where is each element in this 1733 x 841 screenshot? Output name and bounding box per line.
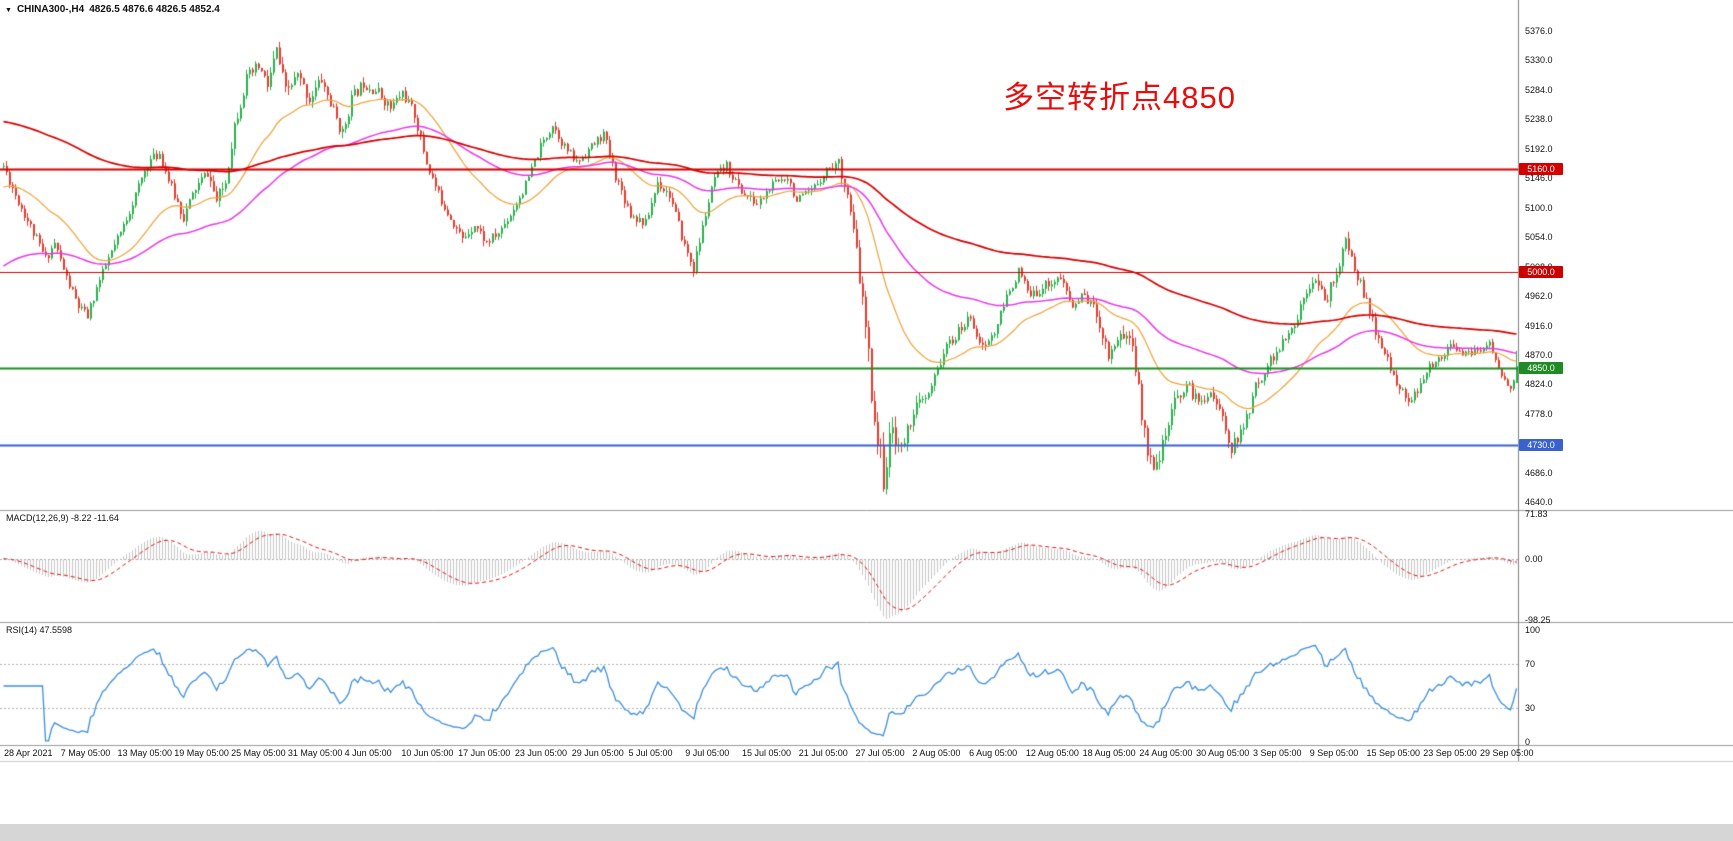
time-axis[interactable]: 28 Apr 2021 7 May 05:00 13 May 05:00 19 May… [0,746,1534,762]
rsi-axis-label: 0 [1525,737,1531,747]
macd-indicator-label: MACD(12,26,9) -8.22 -11.64 [6,513,119,523]
price-axis-label: 4962.0 [1525,291,1553,302]
rsi-axis-label: 30 [1525,703,1536,714]
date-label: 23 Jun 05:00 [514,748,567,758]
rsi-axis-label: 100 [1525,625,1541,635]
date-label: 18 Aug 05:00 [1082,748,1136,758]
price-axis-label: 4870.0 [1525,349,1553,360]
price-axis-label: 5376.0 [1525,25,1553,36]
price-level-tag[interactable]: 5000.0 [1519,265,1563,278]
price-level-tag[interactable]: 4730.0 [1519,438,1563,451]
price-axis-label: 5284.0 [1525,84,1553,95]
rsi-axis-label: 70 [1525,658,1536,669]
date-label: 24 Aug 05:00 [1139,748,1193,758]
macd-axis-label: -98.25 [1525,615,1551,625]
date-label: 13 May 05:00 [117,748,173,758]
chart-ohlc-values: 4826.5 4876.6 4826.5 4852.4 [89,4,220,15]
price-axis-label: 4686.0 [1525,467,1553,478]
date-label: 6 Aug 05:00 [969,748,1018,758]
date-label: 28 Apr 2021 [4,748,53,758]
annotation-text: 多空转折点4850 [1003,80,1236,115]
date-label: 29 Sep 05:00 [1480,748,1534,758]
price-axis-label: 5146.0 [1525,173,1553,184]
macd-axis-label: 0.00 [1525,553,1543,564]
date-label: 27 Jul 05:00 [855,748,905,758]
price-level-tag[interactable]: 4850.0 [1519,361,1563,374]
price-axis-label: 4640.0 [1525,497,1553,508]
date-label: 21 Jul 05:00 [798,748,848,758]
chart-symbol-period: CHINA300-,H4 [16,4,85,15]
price-axis-label: 5330.0 [1525,55,1553,66]
macd-axis-label: 71.83 [1525,509,1548,519]
date-label: 23 Sep 05:00 [1423,748,1477,758]
price-axis-label: 5238.0 [1525,114,1553,125]
date-label: 15 Sep 05:00 [1366,748,1421,758]
date-label: 29 Jun 05:00 [571,748,624,758]
date-label: 19 May 05:00 [174,748,229,758]
window-bottom-strip [0,824,1733,841]
price-axis-label: 5100.0 [1525,202,1553,213]
date-label: 12 Aug 05:00 [1025,748,1079,758]
date-label: 31 May 05:00 [287,748,343,758]
date-label: 7 May 05:00 [60,748,111,758]
date-label: 17 Jun 05:00 [458,748,511,758]
price-level-tag[interactable]: 5160.0 [1519,163,1563,176]
price-axis[interactable]: 5376.0 5330.0 5284.0 5238.0 5192.0 5146.0 5100… [1519,0,1733,762]
symbol-marker-icon: ▼ [5,7,12,14]
price-axis-label: 4916.0 [1525,320,1553,331]
date-label: 25 May 05:00 [231,748,286,758]
price-axis-label: 5054.0 [1525,232,1553,243]
price-axis-label: 4824.0 [1525,379,1553,390]
chart-title: ▼ CHINA300-,H4 4826.5 4876.6 4826.5 4852… [5,4,220,15]
date-label: 2 Aug 05:00 [912,748,961,758]
rsi-indicator-label: RSI(14) 47.5598 [6,625,73,635]
date-label: 5 Jul 05:00 [628,748,673,758]
date-label: 15 Jul 05:00 [742,748,792,758]
date-label: 4 Jun 05:00 [344,748,392,758]
date-label: 3 Sep 05:00 [1252,748,1302,758]
date-label: 10 Jun 05:00 [401,748,454,758]
date-label: 9 Sep 05:00 [1309,748,1359,758]
price-axis-label: 4778.0 [1525,408,1553,419]
date-label: 30 Aug 05:00 [1196,748,1250,758]
date-label: 9 Jul 05:00 [685,748,730,758]
price-axis-label: 5192.0 [1525,143,1553,154]
